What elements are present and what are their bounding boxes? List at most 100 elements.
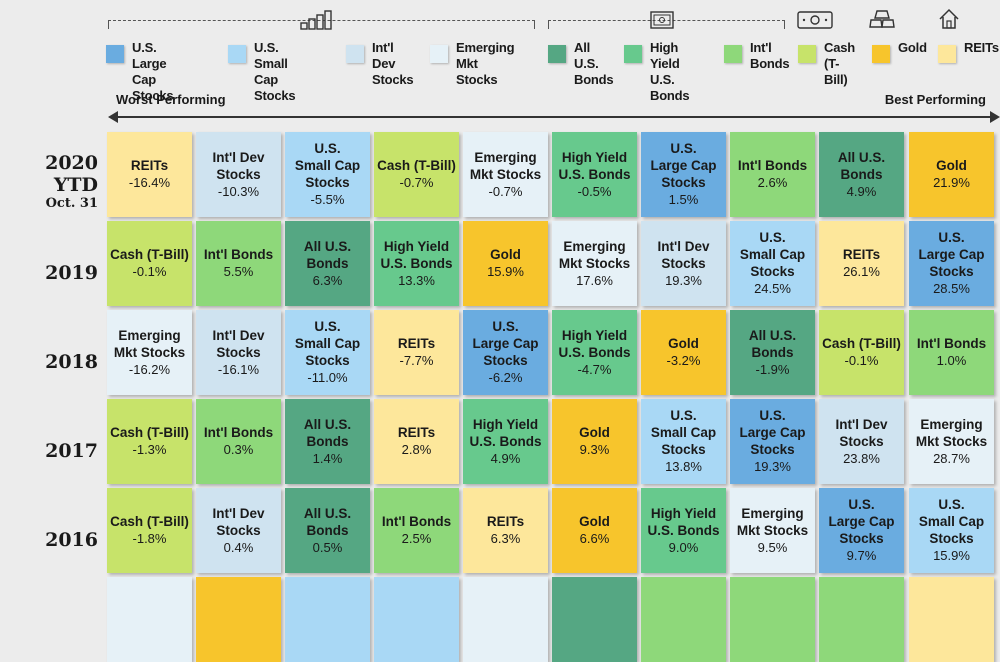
cell-return-value: -11.0% [307, 370, 348, 385]
year-text: 2020 YTD [45, 152, 98, 196]
cell-asset-label: U.S. Large Cap Stocks [472, 319, 539, 368]
cell-asset-label: REITs [486, 514, 525, 529]
cell-return-value: 6.3% [490, 531, 521, 546]
right-arrow-icon [990, 111, 1000, 123]
partial-cell [196, 577, 281, 662]
cell-asset-label: Emerging Mkt Stocks [736, 505, 809, 538]
cell-return-value: 0.5% [312, 539, 343, 555]
cell-return-value: 24.5% [754, 281, 791, 296]
return-cell: Cash (T-Bill) -1.3% [107, 399, 192, 484]
cell-return-value: -0.5% [577, 183, 612, 199]
cell-return-value: -10.3% [217, 183, 260, 199]
house-icon [938, 8, 960, 35]
cell-return-value: -16.1% [217, 361, 260, 377]
partial-cell [641, 577, 726, 662]
cell-asset-label: Emerging Mkt Stocks [113, 327, 186, 360]
cell-return-value: 19.3% [754, 459, 791, 474]
legend-label: U.S. Large Cap Stocks [132, 40, 174, 103]
return-cell: Emerging Mkt Stocks 17.6% [552, 221, 637, 306]
cell-asset-label: REITs [130, 158, 169, 173]
return-cell: Gold -3.2% [641, 310, 726, 395]
return-cell: U.S. Small Cap Stocks -5.5% [285, 132, 370, 217]
cell-return-value: 28.5% [933, 281, 970, 296]
cell-asset-label: All U.S. Bonds [303, 238, 352, 271]
cell-asset-label: Gold [668, 336, 699, 351]
worst-performing-label: Worst Performing [116, 92, 226, 107]
cell-asset-label: U.S. Large Cap Stocks [828, 497, 895, 546]
cash-icon [797, 11, 833, 34]
legend-swatch [548, 45, 566, 63]
return-cell: Cash (T-Bill) -1.8% [107, 488, 192, 573]
cell-asset-label: REITs [397, 425, 436, 440]
cell-return-value: 26.1% [843, 264, 880, 279]
cell-return-value: 1.4% [312, 450, 343, 466]
cell-return-value: 15.9% [487, 264, 524, 279]
bonds-group-bracket [548, 20, 785, 29]
cell-asset-label: High Yield U.S. Bonds [469, 416, 542, 449]
year-text: 2018 [45, 351, 98, 373]
return-cell: Cash (T-Bill) -0.1% [107, 221, 192, 306]
cell-asset-label: U.S. Small Cap Stocks [918, 497, 985, 546]
return-cell: Emerging Mkt Stocks -0.7% [463, 132, 548, 217]
cell-return-value: 4.9% [490, 450, 521, 466]
cell-return-value: -4.7% [577, 361, 612, 377]
return-cell: Int'l Dev Stocks -16.1% [196, 310, 281, 395]
legend-label: U.S. Small Cap Stocks [254, 40, 296, 103]
cell-asset-label: U.S. Large Cap Stocks [739, 408, 806, 457]
cell-asset-label: Cash (T-Bill) [110, 514, 189, 529]
cell-asset-label: Int'l Bonds [203, 425, 274, 440]
cell-return-value: 1.5% [668, 192, 699, 207]
return-cell: Cash (T-Bill) -0.7% [374, 132, 459, 217]
return-cell: REITs -7.7% [374, 310, 459, 395]
cell-asset-label: Cash (T-Bill) [110, 425, 189, 440]
cell-asset-label: Int'l Bonds [916, 336, 987, 351]
cell-return-value: -0.7% [399, 175, 434, 190]
cell-return-value: 17.6% [576, 272, 613, 288]
cell-asset-label: U.S. Small Cap Stocks [294, 319, 361, 368]
cell-asset-label: Gold [936, 158, 967, 173]
gold-bars-icon [869, 9, 895, 34]
cell-return-value: 6.3% [312, 272, 343, 288]
partial-cell [374, 577, 459, 662]
cell-asset-label: All U.S. Bonds [303, 505, 352, 538]
legend-label: Gold [898, 40, 927, 55]
return-cell: Cash (T-Bill) -0.1% [819, 310, 904, 395]
cell-return-value: -0.1% [844, 353, 879, 368]
return-cell: Int'l Bonds 1.0% [909, 310, 994, 395]
cell-asset-label: Emerging Mkt Stocks [469, 149, 542, 182]
cell-asset-label: U.S. Small Cap Stocks [294, 141, 361, 190]
legend-label: Cash (T-Bill) [824, 40, 855, 87]
year-text: 2019 [45, 262, 98, 284]
return-cell: U.S. Small Cap Stocks 15.9% [909, 488, 994, 573]
return-cell: High Yield U.S. Bonds 9.0% [641, 488, 726, 573]
return-cell: High Yield U.S. Bonds -4.7% [552, 310, 637, 395]
cell-return-value: 21.9% [933, 175, 970, 190]
return-cell: REITs 2.8% [374, 399, 459, 484]
return-cell: Int'l Bonds 0.3% [196, 399, 281, 484]
cell-return-value: -16.2% [128, 361, 171, 377]
return-cell: Gold 21.9% [909, 132, 994, 217]
cell-return-value: 0.3% [223, 442, 254, 457]
cell-asset-label: Int'l Bonds [737, 158, 808, 173]
return-cell: Int'l Dev Stocks 19.3% [641, 221, 726, 306]
legend-label: All U.S. Bonds [574, 40, 614, 87]
cell-return-value: -3.2% [666, 353, 701, 368]
cell-return-value: 15.9% [933, 548, 970, 563]
cell-return-value: -1.3% [132, 442, 167, 457]
return-cell: REITs 6.3% [463, 488, 548, 573]
cell-asset-label: REITs [842, 247, 881, 262]
cell-return-value: -0.7% [488, 183, 523, 199]
cell-return-value: -1.8% [132, 531, 167, 546]
cell-asset-label: Int'l Bonds [203, 247, 274, 262]
legend-swatch [724, 45, 742, 63]
best-performing-label: Best Performing [884, 92, 986, 107]
cell-asset-label: High Yield U.S. Bonds [380, 238, 453, 271]
cell-return-value: 23.8% [843, 450, 880, 466]
cell-asset-label: Cash (T-Bill) [377, 158, 456, 173]
performance-axis: Worst Performing Best Performing [108, 92, 1000, 128]
legend-label: REITs [964, 40, 999, 55]
return-cell: Gold 15.9% [463, 221, 548, 306]
cell-asset-label: Int'l Dev Stocks [212, 149, 265, 182]
cell-return-value: 6.6% [579, 531, 610, 546]
return-cell: Int'l Dev Stocks -10.3% [196, 132, 281, 217]
